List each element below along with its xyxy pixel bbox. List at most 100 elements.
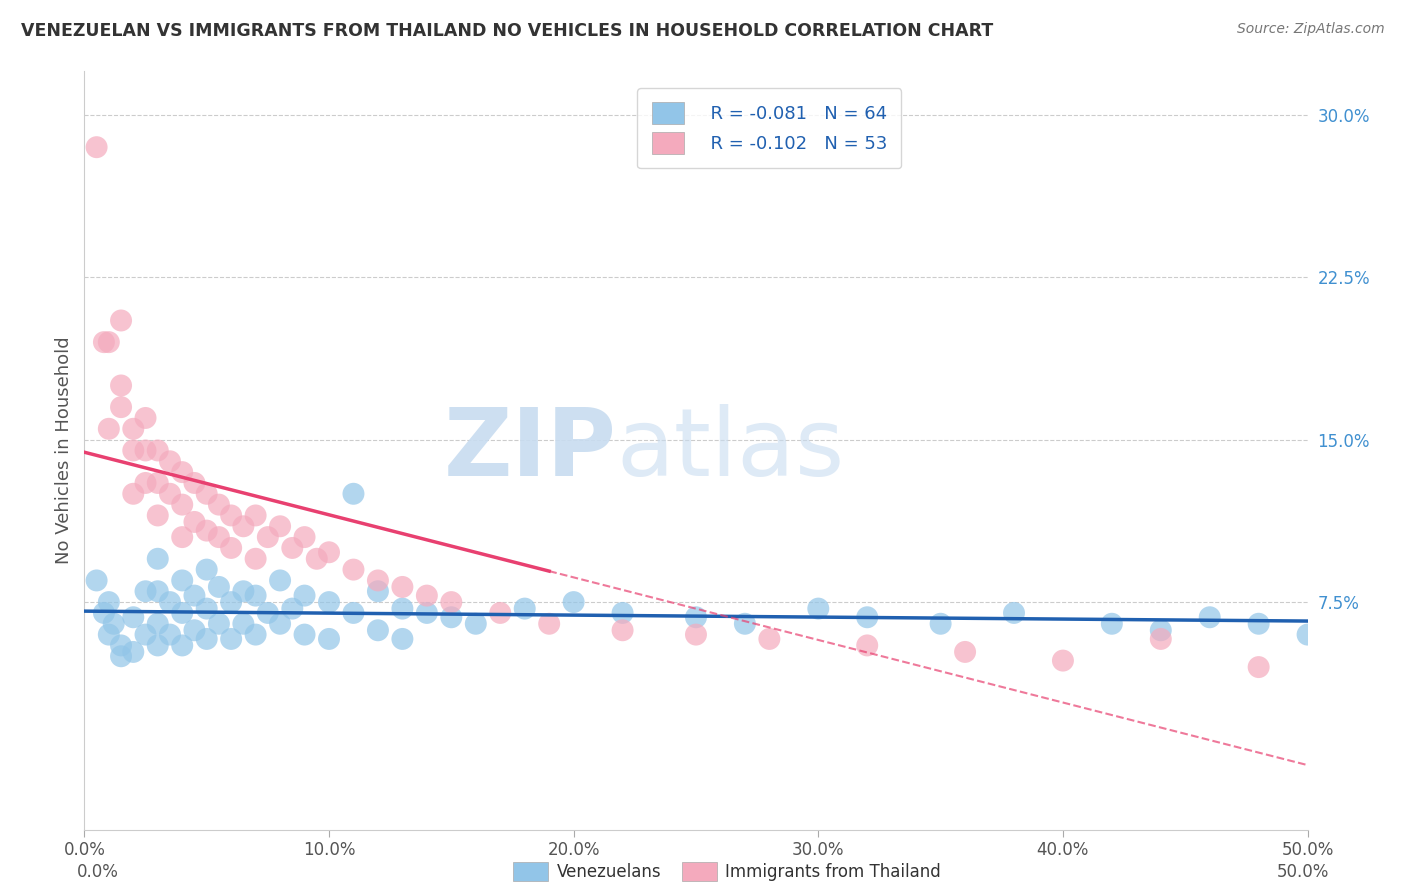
Point <box>257 606 280 620</box>
Point <box>208 530 231 544</box>
Text: 50.0%: 50.0% <box>1277 863 1329 881</box>
Text: ZIP: ZIP <box>443 404 616 497</box>
Point <box>219 541 242 555</box>
Point <box>318 632 340 646</box>
Point <box>232 616 254 631</box>
Point <box>159 454 181 468</box>
Point <box>929 616 952 631</box>
Point <box>219 595 242 609</box>
Point <box>135 627 157 641</box>
Point <box>135 443 157 458</box>
Point <box>513 601 536 615</box>
Point <box>195 601 218 615</box>
Point <box>1150 624 1173 638</box>
Point <box>172 639 194 653</box>
Point <box>122 422 145 436</box>
FancyBboxPatch shape <box>513 862 548 881</box>
Point <box>146 584 169 599</box>
Point <box>195 524 218 538</box>
Point <box>172 498 194 512</box>
Point <box>734 616 756 631</box>
Point <box>159 595 181 609</box>
Point <box>97 335 120 350</box>
Point <box>86 140 108 154</box>
Point <box>135 411 157 425</box>
Point <box>135 475 157 490</box>
Point <box>562 595 585 609</box>
Point <box>342 606 364 620</box>
Text: atlas: atlas <box>616 404 845 497</box>
Point <box>219 632 242 646</box>
Point <box>1296 627 1319 641</box>
Point <box>122 487 145 501</box>
Text: Source: ZipAtlas.com: Source: ZipAtlas.com <box>1237 22 1385 37</box>
Point <box>110 378 132 392</box>
Point <box>281 601 304 615</box>
Point <box>416 589 439 603</box>
Text: Immigrants from Thailand: Immigrants from Thailand <box>725 863 941 881</box>
Point <box>856 639 879 653</box>
Point <box>97 595 120 609</box>
Point <box>183 589 205 603</box>
Point <box>159 627 181 641</box>
Point <box>856 610 879 624</box>
Point <box>122 645 145 659</box>
Point <box>208 580 231 594</box>
Point <box>93 335 115 350</box>
Point <box>1002 606 1025 620</box>
Point <box>391 601 413 615</box>
Point <box>110 649 132 664</box>
Point <box>97 422 120 436</box>
Point <box>269 574 291 588</box>
Point <box>97 627 120 641</box>
Point <box>440 610 463 624</box>
Point <box>367 584 389 599</box>
Point <box>146 639 169 653</box>
Point <box>269 616 291 631</box>
Point <box>685 610 707 624</box>
Point <box>219 508 242 523</box>
Point <box>208 498 231 512</box>
Point <box>245 589 267 603</box>
Point <box>1247 616 1270 631</box>
Point <box>195 632 218 646</box>
Point <box>195 487 218 501</box>
Point <box>305 551 328 566</box>
Point <box>172 530 194 544</box>
FancyBboxPatch shape <box>682 862 717 881</box>
Point <box>135 584 157 599</box>
Point <box>146 475 169 490</box>
Point <box>538 616 561 631</box>
Point <box>367 624 389 638</box>
Point <box>318 595 340 609</box>
Point <box>342 487 364 501</box>
Point <box>1101 616 1123 631</box>
Text: Venezuelans: Venezuelans <box>557 863 661 881</box>
Point <box>232 584 254 599</box>
Point <box>294 589 316 603</box>
Point <box>146 443 169 458</box>
Point <box>110 313 132 327</box>
Point <box>281 541 304 555</box>
Point <box>1247 660 1270 674</box>
Point <box>245 508 267 523</box>
Point <box>146 616 169 631</box>
Point <box>440 595 463 609</box>
Point <box>257 530 280 544</box>
Point <box>183 515 205 529</box>
Point <box>391 632 413 646</box>
Point <box>416 606 439 620</box>
Point <box>1150 632 1173 646</box>
Point <box>1052 654 1074 668</box>
Point <box>464 616 486 631</box>
Point <box>122 610 145 624</box>
Point <box>758 632 780 646</box>
Point <box>183 624 205 638</box>
Point <box>489 606 512 620</box>
Point <box>391 580 413 594</box>
Point <box>612 624 634 638</box>
Point <box>612 606 634 620</box>
Y-axis label: No Vehicles in Household: No Vehicles in Household <box>55 336 73 565</box>
Point <box>195 563 218 577</box>
Point <box>172 606 194 620</box>
